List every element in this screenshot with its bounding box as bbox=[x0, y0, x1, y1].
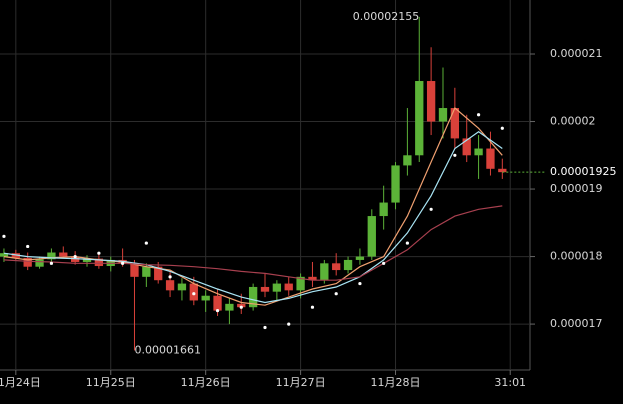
candle-body bbox=[82, 258, 92, 262]
moving-average bbox=[3, 205, 503, 281]
candle-body bbox=[284, 283, 293, 291]
candle-body bbox=[391, 165, 400, 203]
sar-dot bbox=[2, 234, 6, 238]
candle-body bbox=[189, 283, 198, 301]
max-label: 0.00002155 bbox=[353, 10, 419, 23]
min-label: 0.00001661 bbox=[134, 343, 200, 356]
candle-body bbox=[367, 216, 376, 257]
sar-dot bbox=[310, 305, 315, 309]
candle-body bbox=[177, 283, 187, 291]
sar-dot bbox=[500, 126, 504, 130]
sar-dot bbox=[168, 275, 172, 279]
y-tick-label: 0.000019 bbox=[550, 182, 603, 195]
sar-dot bbox=[97, 251, 101, 255]
candle-body bbox=[320, 263, 329, 281]
candle-body bbox=[403, 155, 412, 166]
candle-body bbox=[296, 276, 305, 291]
candle-body bbox=[272, 283, 282, 292]
y-tick-label: 0.000021 bbox=[550, 47, 603, 60]
y-tick-label: 0.00002 bbox=[550, 115, 596, 128]
x-tick-label: 11月24日 bbox=[0, 376, 41, 389]
candle-body bbox=[130, 263, 139, 277]
candle-body bbox=[225, 303, 234, 311]
x-tick-label: 11月28日 bbox=[371, 376, 421, 389]
candle-body bbox=[142, 266, 151, 277]
candle-body bbox=[474, 148, 483, 156]
candle-body bbox=[0, 253, 9, 257]
candle-body bbox=[426, 81, 436, 122]
candle-body bbox=[47, 252, 56, 260]
x-tick-label: 11月27日 bbox=[276, 376, 326, 389]
sar-dot bbox=[263, 325, 267, 330]
candle-body bbox=[213, 295, 222, 311]
candle-body bbox=[59, 252, 68, 257]
candle-body bbox=[23, 257, 32, 267]
candle-body bbox=[355, 256, 365, 260]
candle-body bbox=[438, 108, 448, 122]
sar-dot bbox=[192, 292, 196, 296]
candle-body bbox=[94, 258, 104, 267]
x-tick-label: 31:01 bbox=[494, 376, 526, 389]
candle-body bbox=[450, 108, 460, 139]
sar-dot bbox=[121, 261, 125, 265]
candle-body bbox=[379, 202, 388, 217]
candle-body bbox=[237, 303, 246, 308]
candle-body bbox=[343, 259, 353, 271]
candle-body bbox=[260, 286, 270, 292]
sar-dot bbox=[287, 322, 291, 326]
sar-dot bbox=[144, 241, 148, 245]
y-tick-label: 0.000017 bbox=[550, 317, 603, 330]
candle-body bbox=[11, 253, 20, 258]
sar-dot bbox=[26, 244, 30, 249]
sar-dot bbox=[382, 261, 386, 265]
sar-dot bbox=[334, 292, 338, 296]
candle-body bbox=[486, 148, 495, 169]
sar-dot bbox=[358, 281, 362, 286]
candle-body bbox=[498, 168, 507, 173]
sar-dot bbox=[429, 207, 433, 211]
sar-dot bbox=[476, 113, 481, 117]
candle-body bbox=[154, 266, 163, 281]
sar-dot bbox=[49, 261, 54, 265]
moving-average bbox=[3, 107, 503, 306]
sar-dot bbox=[215, 308, 220, 313]
candle-body bbox=[201, 295, 210, 301]
x-tick-label: 11月26日 bbox=[181, 376, 231, 389]
candle-body bbox=[70, 256, 80, 262]
candle-body bbox=[165, 280, 175, 291]
candle-body bbox=[462, 138, 471, 156]
x-tick-label: 11月25日 bbox=[86, 376, 136, 389]
candle-body bbox=[332, 263, 341, 271]
candle-body bbox=[308, 276, 317, 281]
candle-body bbox=[35, 259, 44, 267]
last-price-label: 0.00001925 bbox=[550, 165, 616, 178]
y-tick-label: 0.000018 bbox=[550, 250, 603, 263]
moving-average bbox=[3, 130, 503, 304]
sar-dot bbox=[405, 241, 409, 245]
sar-dot bbox=[73, 254, 77, 259]
candle-body bbox=[248, 286, 258, 308]
sar-dot bbox=[239, 305, 243, 309]
candle-body bbox=[415, 81, 424, 156]
sar-dot bbox=[453, 153, 457, 157]
